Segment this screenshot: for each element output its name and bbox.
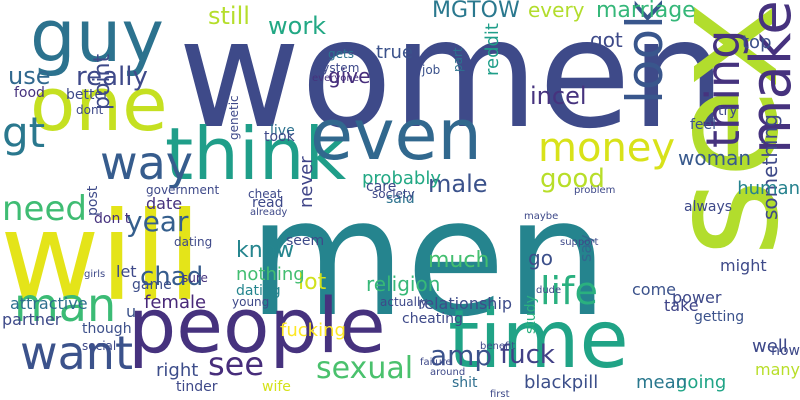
cloud-word: gets (328, 48, 354, 60)
cloud-word: never (298, 156, 316, 208)
cloud-word: cheating (402, 312, 463, 326)
cloud-word: around (430, 368, 465, 378)
cloud-word: benefit (480, 342, 515, 352)
cloud-word: relationship (418, 296, 512, 312)
cloud-word: reddit (484, 23, 502, 76)
cloud-word: still (208, 4, 250, 28)
cloud-word: food (14, 86, 45, 100)
cloud-word: much (428, 250, 489, 272)
cloud-word: sure (182, 272, 208, 284)
cloud-word: shit (452, 376, 478, 390)
cloud-word: got (590, 30, 623, 50)
cloud-word: top (742, 34, 772, 52)
cloud-word: way (100, 140, 193, 186)
cloud-word: sexual (316, 354, 413, 384)
cloud-word: try (718, 104, 738, 118)
cloud-word: wife (262, 380, 291, 394)
cloud-word: job (422, 64, 440, 76)
cloud-word: something (760, 114, 780, 220)
cloud-word: money (538, 128, 675, 168)
cloud-word: genetic (228, 95, 240, 140)
cloud-word: feel (690, 118, 716, 132)
cloud-word: date (146, 196, 182, 212)
cloud-word: many (755, 362, 800, 378)
cloud-word: incel (530, 84, 587, 108)
cloud-word: work (268, 14, 326, 38)
cloud-word: seem (286, 234, 324, 248)
cloud-word: support (560, 238, 598, 248)
cloud-word: actually (380, 296, 427, 308)
cloud-word: cheat (248, 188, 282, 200)
cloud-word: society (372, 188, 415, 200)
cloud-word: attractive (10, 296, 88, 312)
cloud-word: dude (536, 286, 561, 296)
cloud-word: young (232, 296, 269, 308)
cloud-word: religion (366, 274, 440, 294)
cloud-word: female (144, 294, 206, 312)
cloud-word: mean (636, 374, 687, 392)
cloud-word: dating (174, 236, 212, 248)
cloud-word: go (528, 248, 553, 268)
cloud-word: see (208, 348, 264, 380)
cloud-word: need (2, 192, 87, 226)
cloud-word: blackpill (524, 374, 598, 392)
cloud-word: tinder (176, 380, 218, 394)
cloud-word: maybe (524, 212, 558, 222)
cloud-word: getting (694, 310, 744, 324)
cloud-word: dont (76, 104, 103, 116)
cloud-word: social (82, 340, 116, 352)
cloud-word: even (310, 100, 482, 170)
cloud-word: though (82, 322, 132, 336)
cloud-word: fucking (280, 322, 346, 340)
cloud-word: better (66, 88, 109, 102)
cloud-word: partner (2, 312, 61, 328)
cloud-word: might (720, 258, 767, 274)
cloud-word: every (528, 0, 585, 20)
cloud-word: MGTOW (432, 0, 520, 22)
cloud-word: right (156, 362, 198, 380)
cloud-word: already (250, 208, 287, 218)
cloud-word: gt (2, 112, 45, 154)
cloud-word: first (490, 390, 510, 400)
cloud-word: problem (574, 186, 615, 196)
cloud-word: power (672, 290, 721, 306)
cloud-word: always (684, 200, 732, 214)
cloud-word: study (524, 295, 538, 334)
cloud-word: come (632, 282, 676, 298)
cloud-word: nothing (236, 266, 305, 284)
cloud-word: u (126, 304, 136, 320)
cloud-word: marriage (596, 0, 696, 22)
cloud-word: part (452, 47, 464, 72)
cloud-word: don t (94, 212, 130, 226)
cloud-word: game (132, 278, 172, 292)
cloud-word: everyone (312, 74, 359, 84)
cloud-word: human (737, 180, 800, 198)
cloud-word: took (264, 130, 295, 144)
cloud-word: true (376, 44, 413, 62)
cloud-word: government (146, 184, 219, 196)
cloud-word: now (771, 344, 800, 358)
cloud-word: girls (84, 270, 105, 280)
cloud-word: woman (678, 148, 751, 168)
